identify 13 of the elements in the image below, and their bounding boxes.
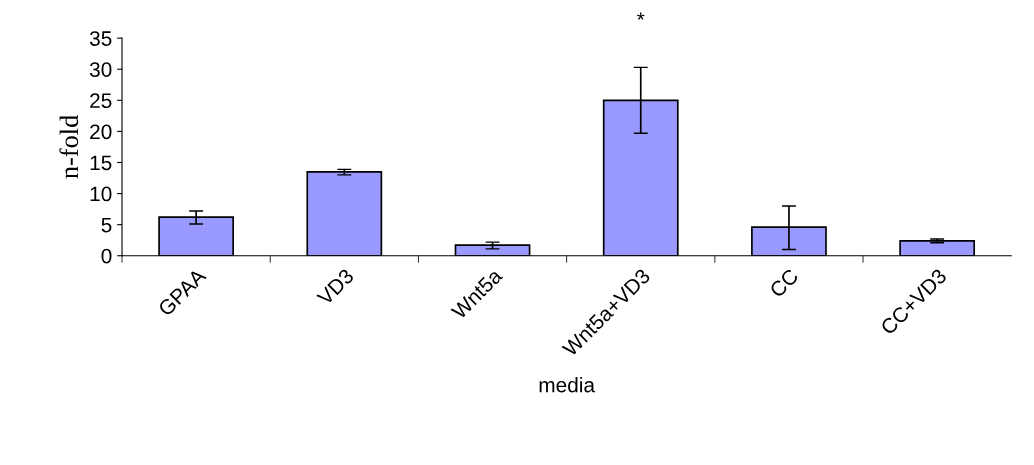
y-tick-label: 35 [89, 31, 112, 46]
y-tick-label: 30 [89, 62, 112, 77]
y-tick-label: 25 [90, 93, 112, 109]
x-tick-label: VD3 [316, 267, 355, 307]
y-tick-label: 20 [90, 124, 112, 140]
x-tick-label: CC [768, 267, 800, 299]
y-tick-label: 0 [101, 248, 112, 264]
y-tick-label: 5 [101, 217, 112, 233]
y-axis-title: n-fold [59, 115, 79, 179]
y-tick-label: 15 [90, 155, 112, 171]
text: * [637, 12, 645, 20]
x-axis-title: media [539, 377, 595, 393]
y-tick-label: 10 [90, 186, 112, 202]
